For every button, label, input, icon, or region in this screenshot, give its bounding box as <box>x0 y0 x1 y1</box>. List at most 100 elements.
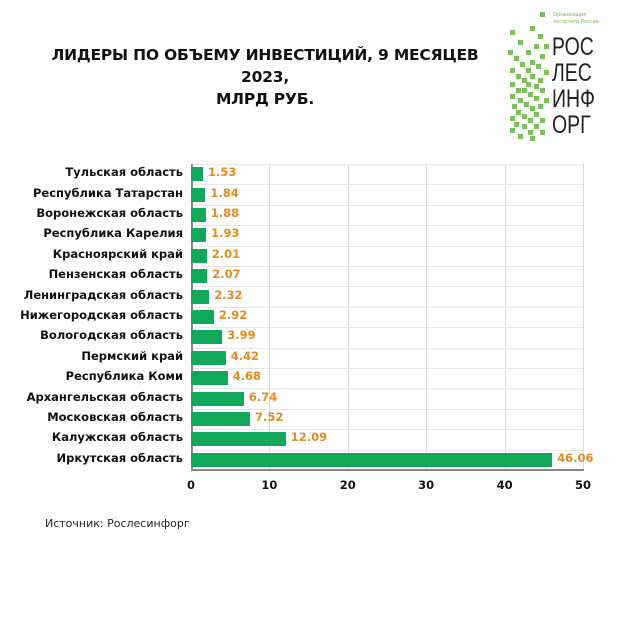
category-label: Иркутская область <box>56 450 183 465</box>
logo-word-line: ИНФ <box>552 85 595 113</box>
x-tick-label: 30 <box>418 478 435 492</box>
gridline-vertical <box>426 164 428 470</box>
logo-word-line: РОС <box>552 33 594 61</box>
category-label: Калужская область <box>51 430 183 445</box>
bar-row: Ленинградская область 2.32 <box>0 287 618 307</box>
x-axis-line <box>191 469 584 471</box>
logo-word-line: ЛЕС <box>552 59 592 87</box>
category-label: Тульская область <box>65 165 183 180</box>
x-tick-label: 10 <box>261 478 278 492</box>
category-label: Московская область <box>47 410 183 424</box>
bar <box>191 187 206 202</box>
category-label: Республика Карелия <box>43 226 183 241</box>
bar-row: Вологодская область 3.99 <box>0 327 618 347</box>
bar <box>191 167 203 182</box>
gridline-vertical <box>504 164 506 470</box>
bar <box>191 228 207 243</box>
bar <box>191 412 250 426</box>
gridline-horizontal <box>191 184 583 186</box>
x-tick-label: 50 <box>574 478 591 492</box>
bar <box>191 310 214 324</box>
gridline-horizontal <box>191 306 583 308</box>
bar <box>191 452 553 467</box>
gridline-horizontal <box>191 286 583 288</box>
bar <box>191 350 226 365</box>
x-tick-label: 0 <box>186 478 195 492</box>
gridline-horizontal <box>191 266 583 267</box>
value-label: 2.01 <box>211 246 241 261</box>
value-label: 7.52 <box>254 410 284 424</box>
value-label: 46.06 <box>557 450 594 465</box>
gridline-horizontal <box>191 164 583 165</box>
gridline-horizontal <box>191 408 583 410</box>
bar-row: Иркутская область 46.06 <box>0 450 618 470</box>
category-label: Воронежская область <box>36 206 183 220</box>
plot-area <box>191 164 584 471</box>
value-label: 1.93 <box>211 226 240 241</box>
gridline-vertical <box>583 164 584 470</box>
gridline-horizontal <box>191 225 583 227</box>
bar-row: Республика Коми 4.68 <box>0 368 618 388</box>
gridline-horizontal <box>191 347 583 349</box>
bar-row: Архангельская область 6.74 <box>0 389 618 409</box>
bar-row: Воронежская область 1.88 <box>0 205 618 225</box>
chart-title: ЛИДЕРЫ ПО ОБЪЕМУ ИНВЕСТИЦИЙ, 9 МЕСЯЦЕВ 2… <box>30 44 500 110</box>
category-label: Нижегородская область <box>20 308 183 322</box>
bar-row: Калужская область 12.09 <box>0 429 618 449</box>
category-label: Пензенская область <box>48 267 183 282</box>
bar <box>191 269 208 284</box>
x-tick-label: 40 <box>496 478 513 492</box>
category-label: Вологодская область <box>40 328 183 343</box>
value-label: 4.68 <box>232 369 262 384</box>
bar-row: Московская область 7.52 <box>0 409 618 429</box>
gridline-horizontal <box>191 429 583 431</box>
bar <box>191 289 210 304</box>
value-label: 12.09 <box>290 430 328 445</box>
gridline-horizontal <box>191 470 583 471</box>
category-label: Красноярский край <box>52 246 183 261</box>
bar <box>191 391 244 406</box>
bar-row: Республика Карелия 1.93 <box>0 225 618 245</box>
category-label: Архангельская область <box>26 389 183 404</box>
value-label: 1.88 <box>210 206 240 220</box>
gridline-horizontal <box>191 388 583 390</box>
bar-row: Пермский край 4.42 <box>0 348 618 368</box>
value-label: 4.42 <box>230 348 260 363</box>
gridline-vertical <box>269 164 271 470</box>
bar-row: Тульская область 1.53 <box>0 164 618 184</box>
gridline-horizontal <box>191 449 583 451</box>
gridline-horizontal <box>191 245 583 247</box>
value-label: 3.99 <box>227 328 256 343</box>
gridline-vertical <box>347 164 349 470</box>
value-label: 2.07 <box>212 267 241 282</box>
chart-title-line2: МЛРД РУБ. <box>215 90 315 108</box>
logo-tagline: Организация лесоучета России <box>553 12 599 25</box>
gridline-horizontal <box>191 368 583 369</box>
category-label: Пермский край <box>81 348 183 363</box>
gridline-horizontal <box>191 327 583 329</box>
x-tick-label: 20 <box>339 478 356 492</box>
value-label: 1.84 <box>210 185 239 200</box>
bar <box>191 371 228 386</box>
bar <box>191 330 223 345</box>
value-label: 6.74 <box>248 389 278 404</box>
category-label: Республика Коми <box>65 369 183 384</box>
value-label: 1.53 <box>207 165 237 180</box>
bar-row: Республика Татарстан 1.84 <box>0 185 618 205</box>
chart-title-line1: ЛИДЕРЫ ПО ОБЪЕМУ ИНВЕСТИЦИЙ, 9 МЕСЯЦЕВ 2… <box>51 46 479 86</box>
gridline-horizontal <box>191 204 583 206</box>
bar <box>191 208 206 222</box>
source-note: Источник: Рослесинфорг <box>45 517 190 530</box>
bar <box>191 248 207 263</box>
value-label: 2.32 <box>214 287 243 302</box>
value-label: 2.92 <box>218 308 248 322</box>
category-label: Республика Татарстан <box>32 185 183 200</box>
roslesinforg-logo: Организация лесоучета России РОС ЛЕС ИНФ… <box>500 4 618 144</box>
bar-row: Нижегородская область 2.92 <box>0 307 618 327</box>
bar-row: Красноярский край 2.01 <box>0 246 618 266</box>
bar-row: Пензенская область 2.07 <box>0 266 618 286</box>
category-label: Ленинградская область <box>23 287 183 302</box>
bar <box>191 432 286 447</box>
logo-word-line: ОРГ <box>552 111 591 139</box>
